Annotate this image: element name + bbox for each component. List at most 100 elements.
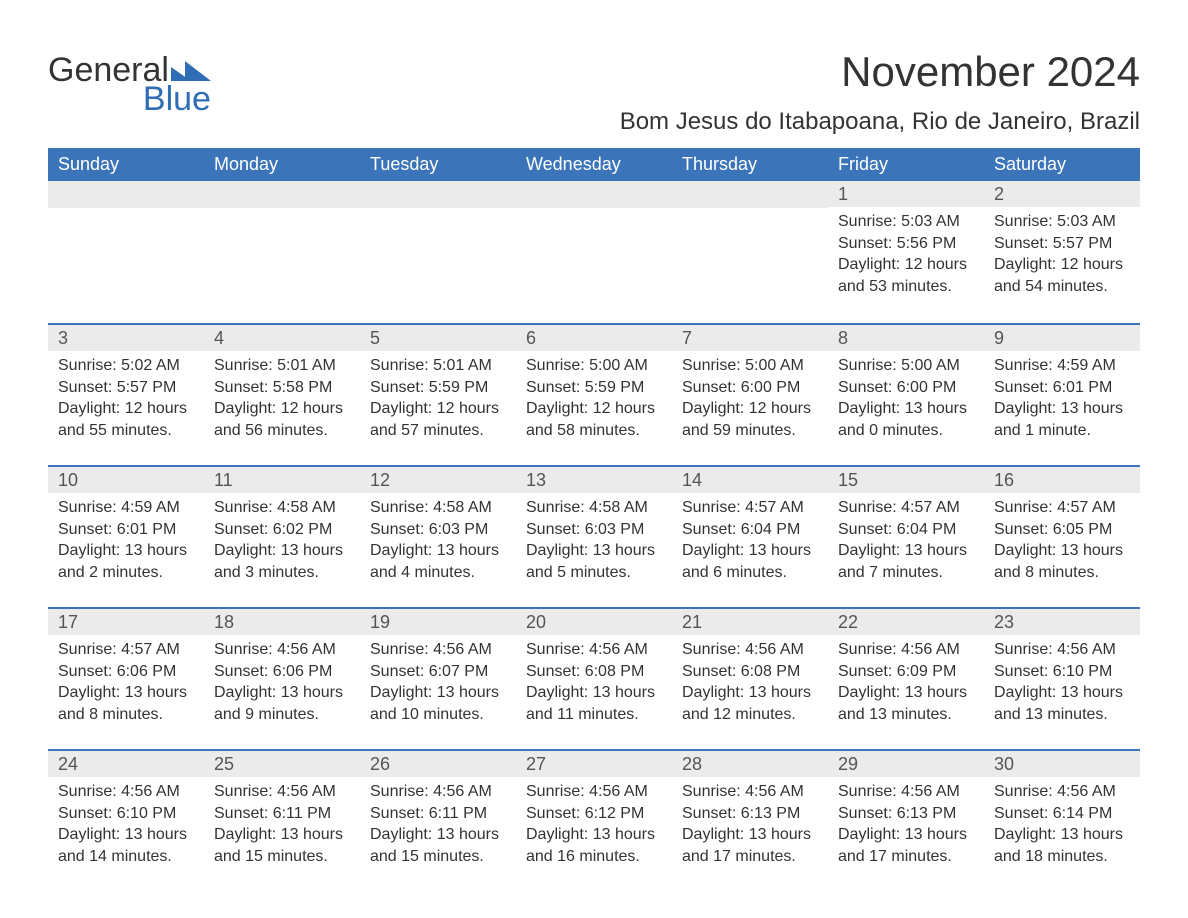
daylight-text-line1: Daylight: 13 hours — [214, 682, 350, 704]
day-number: 21 — [672, 609, 828, 635]
daylight-text-line1: Daylight: 13 hours — [58, 540, 194, 562]
day-cell: 23Sunrise: 4:56 AMSunset: 6:10 PMDayligh… — [984, 609, 1140, 749]
sunrise-text: Sunrise: 4:57 AM — [994, 497, 1130, 519]
sunrise-text: Sunrise: 4:56 AM — [682, 639, 818, 661]
day-cell: 12Sunrise: 4:58 AMSunset: 6:03 PMDayligh… — [360, 467, 516, 607]
day-cell: 28Sunrise: 4:56 AMSunset: 6:13 PMDayligh… — [672, 751, 828, 891]
daylight-text-line1: Daylight: 13 hours — [526, 540, 662, 562]
weekday-label: Tuesday — [360, 148, 516, 181]
logo-triangle-icon — [185, 61, 211, 81]
day-cell: 2Sunrise: 5:03 AMSunset: 5:57 PMDaylight… — [984, 181, 1140, 323]
sunrise-text: Sunrise: 5:00 AM — [526, 355, 662, 377]
day-number: 15 — [828, 467, 984, 493]
daylight-text-line1: Daylight: 12 hours — [58, 398, 194, 420]
sunset-text: Sunset: 5:59 PM — [370, 377, 506, 399]
day-number: 4 — [204, 325, 360, 351]
sunrise-text: Sunrise: 4:58 AM — [370, 497, 506, 519]
sunset-text: Sunset: 6:04 PM — [838, 519, 974, 541]
day-body: Sunrise: 5:01 AMSunset: 5:59 PMDaylight:… — [360, 351, 516, 449]
daylight-text-line1: Daylight: 13 hours — [58, 824, 194, 846]
day-number — [360, 181, 516, 208]
sunrise-text: Sunrise: 5:01 AM — [214, 355, 350, 377]
sunrise-text: Sunrise: 4:56 AM — [370, 781, 506, 803]
sunset-text: Sunset: 6:13 PM — [682, 803, 818, 825]
daylight-text-line2: and 53 minutes. — [838, 276, 974, 298]
sunset-text: Sunset: 6:12 PM — [526, 803, 662, 825]
day-cell: 24Sunrise: 4:56 AMSunset: 6:10 PMDayligh… — [48, 751, 204, 891]
title-block: November 2024 Bom Jesus do Itabapoana, R… — [620, 48, 1140, 144]
page-title: November 2024 — [620, 48, 1140, 96]
week-row: 24Sunrise: 4:56 AMSunset: 6:10 PMDayligh… — [48, 749, 1140, 891]
daylight-text-line1: Daylight: 13 hours — [526, 824, 662, 846]
calendar: Sunday Monday Tuesday Wednesday Thursday… — [48, 148, 1140, 891]
sunset-text: Sunset: 6:01 PM — [994, 377, 1130, 399]
daylight-text-line2: and 59 minutes. — [682, 420, 818, 442]
week-row: 3Sunrise: 5:02 AMSunset: 5:57 PMDaylight… — [48, 323, 1140, 465]
daylight-text-line1: Daylight: 12 hours — [370, 398, 506, 420]
sunset-text: Sunset: 6:06 PM — [214, 661, 350, 683]
daylight-text-line1: Daylight: 13 hours — [994, 824, 1130, 846]
sunrise-text: Sunrise: 5:02 AM — [58, 355, 194, 377]
daylight-text-line2: and 3 minutes. — [214, 562, 350, 584]
daylight-text-line2: and 58 minutes. — [526, 420, 662, 442]
day-number: 8 — [828, 325, 984, 351]
day-cell: 18Sunrise: 4:56 AMSunset: 6:06 PMDayligh… — [204, 609, 360, 749]
day-body: Sunrise: 4:56 AMSunset: 6:08 PMDaylight:… — [516, 635, 672, 733]
daylight-text-line1: Daylight: 13 hours — [994, 398, 1130, 420]
daylight-text-line2: and 9 minutes. — [214, 704, 350, 726]
sunrise-text: Sunrise: 4:56 AM — [526, 781, 662, 803]
sunset-text: Sunset: 6:11 PM — [370, 803, 506, 825]
sunrise-text: Sunrise: 5:00 AM — [838, 355, 974, 377]
sunset-text: Sunset: 6:13 PM — [838, 803, 974, 825]
day-number: 12 — [360, 467, 516, 493]
daylight-text-line1: Daylight: 13 hours — [682, 682, 818, 704]
daylight-text-line2: and 15 minutes. — [214, 846, 350, 868]
day-body: Sunrise: 4:58 AMSunset: 6:03 PMDaylight:… — [360, 493, 516, 591]
daylight-text-line2: and 8 minutes. — [994, 562, 1130, 584]
day-body: Sunrise: 4:56 AMSunset: 6:14 PMDaylight:… — [984, 777, 1140, 875]
sunset-text: Sunset: 6:09 PM — [838, 661, 974, 683]
sunrise-text: Sunrise: 4:56 AM — [214, 781, 350, 803]
daylight-text-line2: and 16 minutes. — [526, 846, 662, 868]
day-body: Sunrise: 4:56 AMSunset: 6:09 PMDaylight:… — [828, 635, 984, 733]
sunrise-text: Sunrise: 5:03 AM — [994, 211, 1130, 233]
sunrise-text: Sunrise: 4:56 AM — [994, 781, 1130, 803]
day-cell: 10Sunrise: 4:59 AMSunset: 6:01 PMDayligh… — [48, 467, 204, 607]
day-number: 9 — [984, 325, 1140, 351]
sunrise-text: Sunrise: 4:58 AM — [526, 497, 662, 519]
day-body: Sunrise: 4:56 AMSunset: 6:12 PMDaylight:… — [516, 777, 672, 875]
day-body: Sunrise: 4:56 AMSunset: 6:13 PMDaylight:… — [828, 777, 984, 875]
day-number: 20 — [516, 609, 672, 635]
daylight-text-line1: Daylight: 13 hours — [682, 824, 818, 846]
location-subtitle: Bom Jesus do Itabapoana, Rio de Janeiro,… — [620, 108, 1140, 136]
day-number: 22 — [828, 609, 984, 635]
day-body: Sunrise: 4:57 AMSunset: 6:06 PMDaylight:… — [48, 635, 204, 733]
daylight-text-line1: Daylight: 13 hours — [370, 824, 506, 846]
daylight-text-line2: and 4 minutes. — [370, 562, 506, 584]
sunset-text: Sunset: 6:11 PM — [214, 803, 350, 825]
day-cell: 14Sunrise: 4:57 AMSunset: 6:04 PMDayligh… — [672, 467, 828, 607]
daylight-text-line1: Daylight: 13 hours — [994, 540, 1130, 562]
daylight-text-line1: Daylight: 12 hours — [682, 398, 818, 420]
weekday-header: Sunday Monday Tuesday Wednesday Thursday… — [48, 148, 1140, 181]
sunset-text: Sunset: 6:00 PM — [838, 377, 974, 399]
daylight-text-line1: Daylight: 13 hours — [214, 540, 350, 562]
sunset-text: Sunset: 6:10 PM — [58, 803, 194, 825]
weekday-label: Sunday — [48, 148, 204, 181]
day-cell: 8Sunrise: 5:00 AMSunset: 6:00 PMDaylight… — [828, 325, 984, 465]
sunset-text: Sunset: 5:57 PM — [994, 233, 1130, 255]
day-cell: 5Sunrise: 5:01 AMSunset: 5:59 PMDaylight… — [360, 325, 516, 465]
weekday-label: Monday — [204, 148, 360, 181]
day-cell — [672, 181, 828, 323]
day-number: 13 — [516, 467, 672, 493]
day-number: 16 — [984, 467, 1140, 493]
daylight-text-line2: and 17 minutes. — [682, 846, 818, 868]
day-cell: 21Sunrise: 4:56 AMSunset: 6:08 PMDayligh… — [672, 609, 828, 749]
daylight-text-line1: Daylight: 13 hours — [682, 540, 818, 562]
daylight-text-line2: and 54 minutes. — [994, 276, 1130, 298]
sunset-text: Sunset: 6:00 PM — [682, 377, 818, 399]
weekday-label: Thursday — [672, 148, 828, 181]
sunset-text: Sunset: 6:14 PM — [994, 803, 1130, 825]
day-body: Sunrise: 5:00 AMSunset: 6:00 PMDaylight:… — [828, 351, 984, 449]
sunset-text: Sunset: 5:57 PM — [58, 377, 194, 399]
